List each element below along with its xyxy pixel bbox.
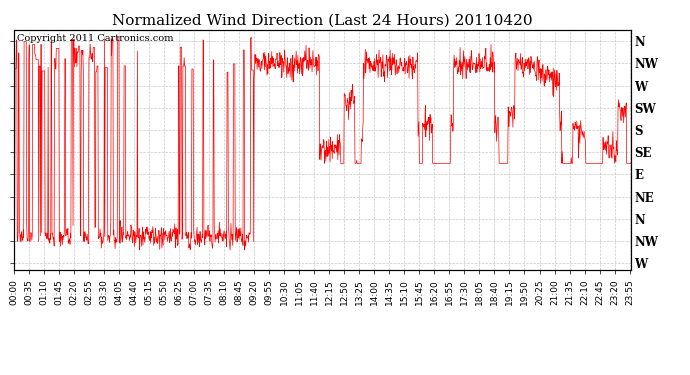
Text: Copyright 2011 Cartronics.com: Copyright 2011 Cartronics.com bbox=[17, 34, 173, 43]
Title: Normalized Wind Direction (Last 24 Hours) 20110420: Normalized Wind Direction (Last 24 Hours… bbox=[112, 13, 533, 27]
